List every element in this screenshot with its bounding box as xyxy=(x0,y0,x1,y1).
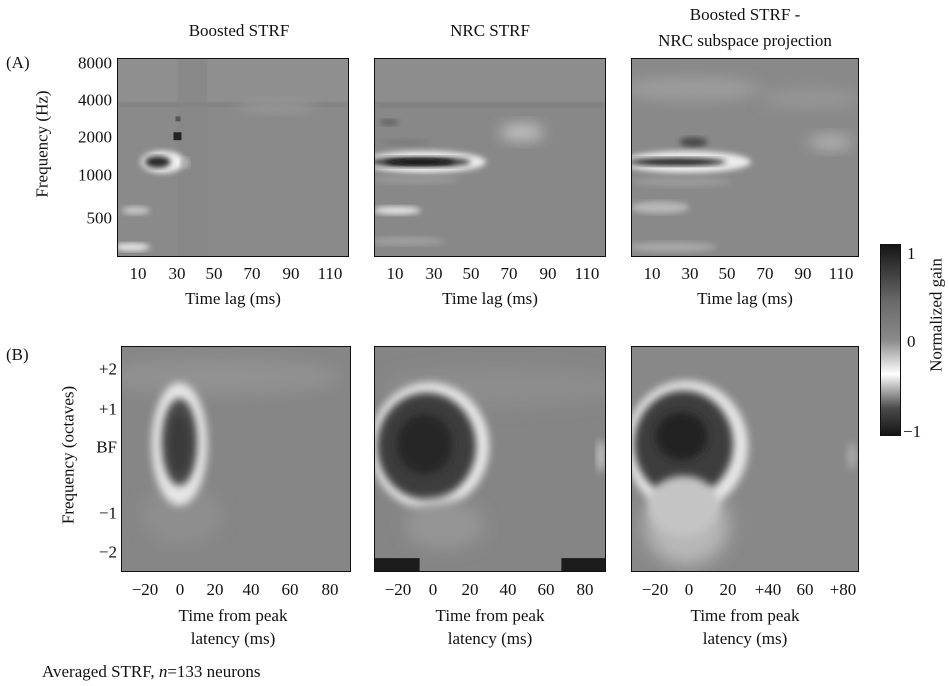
col-title-boosted: Boosted STRF xyxy=(188,21,290,40)
row-b-xlabel-line2: latency (ms) xyxy=(702,629,788,648)
row-b-xtick: 60 xyxy=(537,580,555,599)
row-b-ylabel: Frequency (octaves) xyxy=(58,385,78,525)
row-a-ytick: 4000 xyxy=(78,90,112,110)
row-a-xtick: 50 xyxy=(718,264,736,283)
row-b-xlabel-line2: latency (ms) xyxy=(190,629,276,648)
row-a-xtick: 30 xyxy=(168,264,186,283)
row-a-ytick: 8000 xyxy=(78,53,112,73)
row-b-xlabel-line1: Time from peak xyxy=(435,606,545,625)
row-b-ytick: −2 xyxy=(98,542,117,562)
row-b-xtick: 40 xyxy=(242,580,260,599)
row-b-ytick: −1 xyxy=(98,503,117,523)
row-a-xtick: 90 xyxy=(539,264,557,283)
row-b-xtick: 60 xyxy=(281,580,299,599)
row-b-xtick: 80 xyxy=(576,580,594,599)
row-b-xtick: 20 xyxy=(461,580,479,599)
row-a-xtick: 30 xyxy=(425,264,443,283)
colorbar-label: Normalized gain xyxy=(926,258,946,372)
col-title-diff-line2: NRC subspace projection xyxy=(658,31,832,50)
col-title-nrc: NRC STRF xyxy=(450,21,530,40)
heatmap-a-nrc xyxy=(374,58,606,257)
row-b-ytick: BF xyxy=(96,437,117,457)
row-a-ytick: 500 xyxy=(86,208,113,228)
row-b-xlabel-line1: Time from peak xyxy=(690,606,800,625)
row-a-xtick: 50 xyxy=(462,264,480,283)
figure-caption: Averaged STRF, n=133 neurons xyxy=(42,662,261,682)
caption-suffix: =133 neurons xyxy=(167,662,261,681)
heatmap-b-diff xyxy=(631,346,859,572)
row-a-xtick: 10 xyxy=(643,264,661,283)
col-title-diff-line1: Boosted STRF - xyxy=(689,5,801,24)
colorbar-tick-zero: 0 xyxy=(907,332,916,351)
row-a-ytick: 2000 xyxy=(78,127,112,147)
row-b-xtick: 80 xyxy=(321,580,339,599)
row-b-xtick: 60 xyxy=(796,580,814,599)
row-b-xlabel-line1: Time from peak xyxy=(178,606,288,625)
row-a-xtick: 10 xyxy=(129,264,147,283)
row-a-xtick: 30 xyxy=(681,264,699,283)
row-b-label: (B) xyxy=(6,345,29,364)
row-a-label: (A) xyxy=(6,53,30,72)
colorbar-tick-max: 1 xyxy=(907,244,916,263)
colorbar-tick-min: −1 xyxy=(903,422,922,441)
row-a-xtick: 110 xyxy=(317,264,343,283)
row-b-xtick: 20 xyxy=(719,580,737,599)
row-a-xtick: 110 xyxy=(828,264,854,283)
heatmap-a-diff xyxy=(631,58,859,257)
row-a-xtick: 10 xyxy=(386,264,404,283)
row-b-xtick: −20 xyxy=(384,580,412,599)
row-a-xlabel: Time lag (ms) xyxy=(697,289,793,308)
row-b-xtick: +80 xyxy=(829,580,857,599)
heatmap-b-boosted xyxy=(121,346,351,572)
row-a-ytick: 1000 xyxy=(78,165,112,185)
row-b-xlabel-line2: latency (ms) xyxy=(447,629,533,648)
row-b-xtick: 0 xyxy=(175,580,185,599)
row-b-xtick: +40 xyxy=(754,580,782,599)
row-a-xtick: 70 xyxy=(756,264,774,283)
row-b-xtick: −20 xyxy=(131,580,159,599)
row-b-xtick: −20 xyxy=(641,580,669,599)
heatmap-a-boosted xyxy=(117,58,349,257)
row-a-xtick: 50 xyxy=(205,264,223,283)
row-a-ylabel: Frequency (Hz) xyxy=(32,90,52,198)
row-b-ytick: +1 xyxy=(98,399,117,419)
row-a-xlabel: Time lag (ms) xyxy=(185,289,281,308)
row-a-xtick: 110 xyxy=(574,264,600,283)
row-b-xtick: 0 xyxy=(428,580,438,599)
caption-n: n xyxy=(158,662,168,681)
heatmap-b-nrc xyxy=(374,346,606,572)
row-b-xtick: 0 xyxy=(684,580,694,599)
row-a-xtick: 90 xyxy=(282,264,300,283)
row-b-xtick: 20 xyxy=(206,580,224,599)
row-a-xlabel: Time lag (ms) xyxy=(442,289,538,308)
colorbar xyxy=(880,244,901,436)
row-b-xtick: 40 xyxy=(499,580,517,599)
row-a-xtick: 70 xyxy=(243,264,261,283)
caption-prefix: Averaged STRF, xyxy=(42,662,159,681)
row-a-xtick: 70 xyxy=(500,264,518,283)
row-b-ytick: +2 xyxy=(98,359,117,379)
row-a-xtick: 90 xyxy=(794,264,812,283)
